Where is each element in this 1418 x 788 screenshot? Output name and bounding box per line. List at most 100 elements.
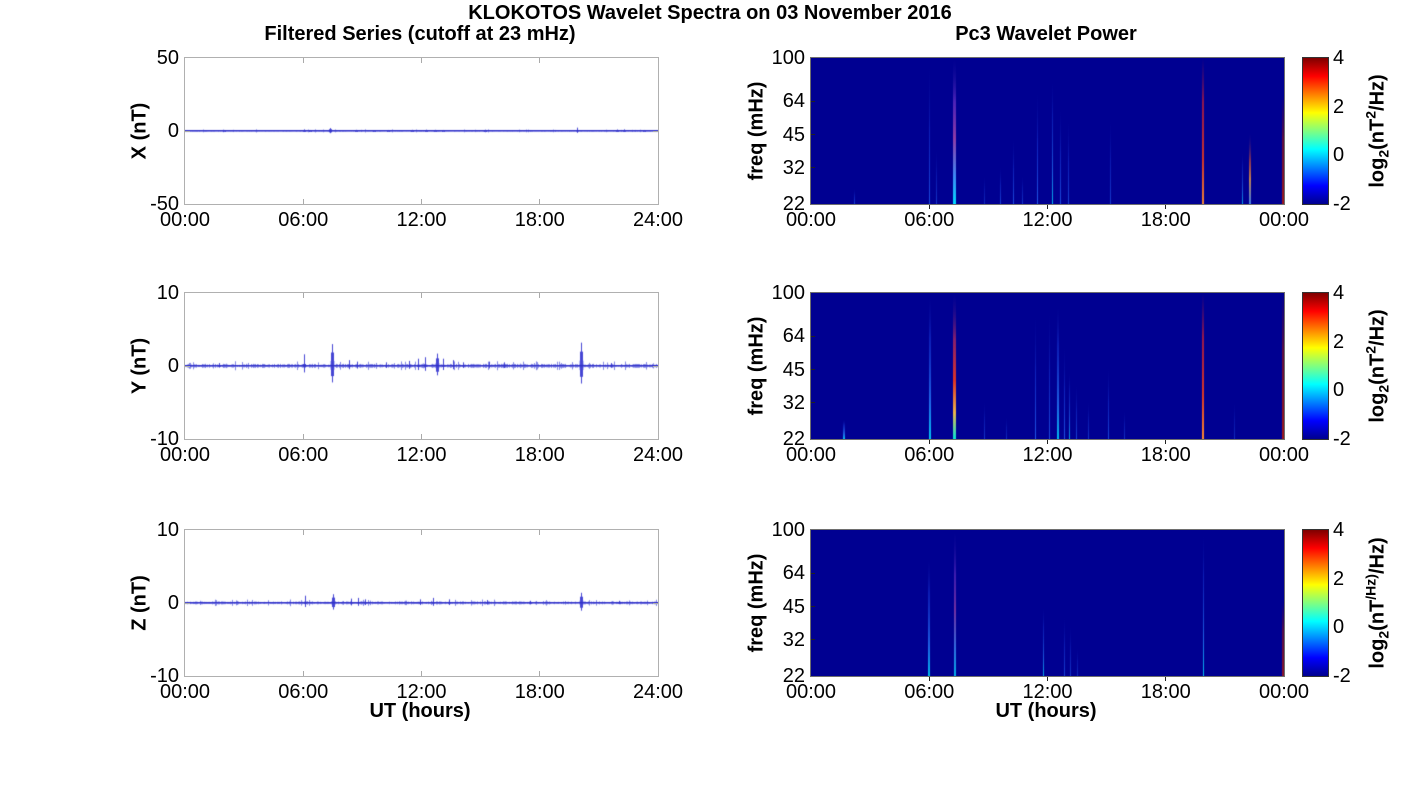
tick-mark — [653, 365, 658, 367]
x-tick-label: 06:00 — [278, 681, 329, 703]
x-tick-label: 24:00 — [632, 209, 684, 231]
tick-mark — [421, 530, 422, 535]
y-tick-label: 32 — [782, 156, 805, 179]
colorbar-tick-label: -2 — [1333, 428, 1351, 450]
tick-mark — [539, 671, 541, 676]
tick-mark — [811, 100, 815, 102]
y-tick-label: 10 — [156, 519, 179, 541]
tick-mark — [185, 130, 190, 132]
colorbar-tick-label: 2 — [1333, 567, 1345, 590]
y-tick-label: 22 — [782, 193, 805, 215]
x-tick-label: 24:00 — [632, 444, 684, 466]
y-tick-label: 50 — [156, 47, 179, 69]
tick-mark — [302, 58, 304, 63]
colorbar-gradient — [1303, 58, 1328, 204]
x-tick-label: 06:00 — [904, 681, 955, 703]
right-column-title: Pc3 Wavelet Power — [955, 23, 1137, 45]
tick-mark — [811, 167, 815, 169]
chart-y-filtered-series: Y (nT) 10 0 -10 00:00 06:00 12:00 18:00 24:00 — [129, 283, 684, 465]
tick-mark — [1165, 440, 1167, 444]
y-tick-label: 45 — [782, 123, 805, 146]
z-axis-unit-label: Z (nT) — [128, 575, 151, 631]
x-tick-label: 12:00 — [396, 681, 447, 703]
chart-z-filtered-series: Z (nT) 10 0 -10 00:00 06:00 12:00 18:00 24:00 — [129, 520, 684, 702]
colorbar-gradient — [1303, 530, 1328, 676]
colorbar-tick-label: 0 — [1333, 616, 1345, 639]
y-tick-label: 100 — [771, 47, 805, 69]
tick-mark — [421, 434, 422, 439]
y-tick-label: 100 — [771, 282, 805, 304]
y-wavelet-power-spectrogram — [811, 293, 1284, 439]
y-axis-unit-label: Y (nT) — [128, 337, 151, 395]
tick-mark — [928, 440, 930, 444]
tick-mark — [811, 134, 815, 136]
freq-axis-label: freq (mHz) — [745, 81, 768, 181]
tick-mark — [302, 293, 304, 298]
colorbar-x-wavelet: 4 2 0 -2 log2(nT2/Hz) — [1302, 48, 1391, 214]
x-tick-label: 06:00 — [278, 444, 329, 466]
tick-mark — [185, 365, 190, 367]
tick-mark — [1165, 205, 1167, 209]
tick-mark — [811, 572, 815, 574]
chart-x-filtered-series: X (nT) 50 0 -50 00:00 06:00 12:00 18:00 24:00 — [129, 48, 684, 230]
y-tick-label: -50 — [150, 193, 179, 215]
tick-mark — [421, 293, 422, 298]
colorbar-tick-label: 0 — [1333, 144, 1345, 167]
tick-mark — [811, 335, 815, 337]
y-tick-label: 0 — [167, 592, 179, 614]
x-tick-label: 18:00 — [514, 444, 565, 466]
x-tick-label: 06:00 — [278, 209, 329, 231]
tick-mark — [539, 199, 541, 204]
y-tick-label: 0 — [167, 120, 179, 142]
x-tick-label: 18:00 — [1140, 209, 1191, 231]
y-tick-label: 45 — [782, 358, 805, 381]
tick-mark — [302, 199, 304, 204]
tick-mark — [539, 293, 541, 298]
x-tick-label: 12:00 — [396, 444, 447, 466]
chart-z-wavelet-power: freq (mHz) 100 64 45 32 22 00:00 06:00 12:00 18… — [746, 520, 1310, 702]
x-tick-label: 12:00 — [1022, 444, 1073, 466]
tick-mark — [928, 205, 930, 209]
tick-mark — [811, 369, 815, 371]
colorbar-axis-label: log2(nT/Hz)/Hz) — [1362, 537, 1392, 669]
tick-mark — [185, 602, 190, 604]
tick-mark — [653, 602, 658, 604]
x-tick-label: 18:00 — [514, 681, 565, 703]
colorbar-tick-label: -2 — [1333, 193, 1351, 215]
tick-mark — [1047, 440, 1048, 444]
ut-hours-label-left: UT (hours) — [369, 700, 471, 722]
colorbar-tick-label: 2 — [1333, 330, 1345, 353]
tick-mark — [302, 671, 304, 676]
y-filtered-series-plot — [185, 293, 658, 439]
tick-mark — [811, 402, 815, 404]
y-tick-label: 32 — [782, 628, 805, 651]
z-wavelet-power-spectrogram — [811, 530, 1284, 676]
x-tick-label: 12:00 — [1022, 209, 1073, 231]
tick-mark — [539, 58, 541, 63]
colorbar-gradient — [1303, 293, 1328, 439]
tick-mark — [1047, 205, 1048, 209]
x-tick-label: 24:00 — [632, 681, 684, 703]
colorbar-tick-label: 4 — [1333, 47, 1345, 69]
x-tick-label: 00:00 — [1258, 444, 1310, 466]
chart-y-wavelet-power: freq (mHz) 100 64 45 32 22 00:00 06:00 12:00 18… — [746, 283, 1310, 465]
tick-mark — [539, 434, 541, 439]
x-tick-label: 18:00 — [1140, 444, 1191, 466]
tick-mark — [811, 639, 815, 641]
tick-mark — [539, 530, 541, 535]
x-tick-label: 00:00 — [1258, 681, 1310, 703]
y-tick-label: 22 — [782, 665, 805, 687]
tick-mark — [1165, 677, 1167, 681]
x-tick-label: 06:00 — [904, 209, 955, 231]
x-filtered-series-plot — [185, 58, 658, 204]
colorbar-tick-label: -2 — [1333, 665, 1351, 687]
y-tick-label: 22 — [782, 428, 805, 450]
x-tick-label: 00:00 — [785, 681, 837, 703]
x-tick-label: 00:00 — [785, 209, 837, 231]
x-tick-label: 00:00 — [159, 681, 211, 703]
x-tick-label: 12:00 — [396, 209, 447, 231]
x-tick-label: 00:00 — [159, 209, 211, 231]
x-tick-label: 18:00 — [514, 209, 565, 231]
y-tick-label: 45 — [782, 595, 805, 618]
tick-mark — [928, 677, 930, 681]
